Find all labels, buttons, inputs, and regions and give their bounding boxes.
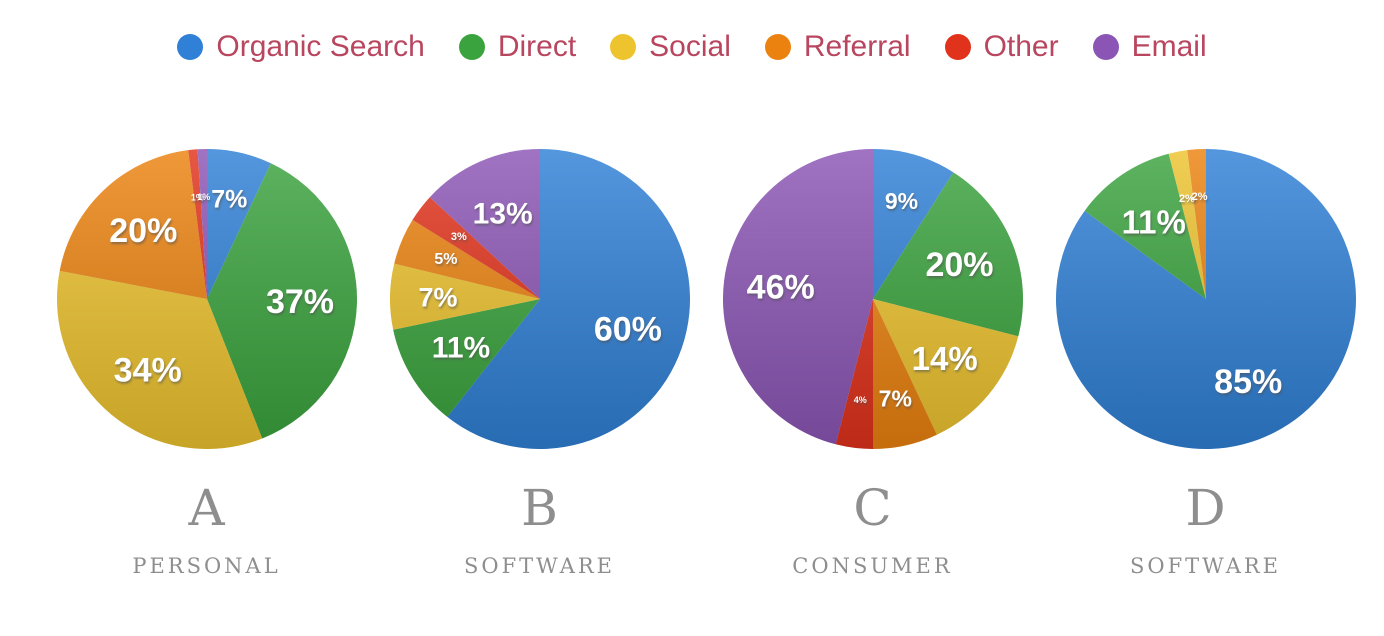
legend-label-social: Social: [649, 30, 731, 63]
chart-category-a: PERSONAL: [132, 553, 281, 578]
pie-column-d: 85% 11% 2% 2% D SOFTWARE: [1039, 148, 1372, 578]
pie-b-gloss-overlay: [389, 148, 690, 449]
legend-dot-direct-icon: [458, 34, 485, 61]
legend-dot-social-icon: [610, 34, 637, 61]
pie-chart-c: 9% 20% 14%7% 4% 46%: [722, 148, 1023, 449]
pie-c-label-social: 14%: [911, 339, 977, 376]
chart-title-b: B: [521, 478, 558, 537]
pie-d-label-social: 2%: [1178, 192, 1194, 204]
pie-b-label-social: 7%: [418, 282, 457, 312]
legend-item-referral: Referral: [764, 30, 911, 65]
pie-c-label-organic-search: 9%: [884, 188, 917, 214]
chart-category-c: CONSUMER: [792, 553, 953, 578]
pie-column-c: 9% 20% 14% 7% 4% 46% C CONSUMER: [706, 148, 1039, 578]
pie-b-label-referral: 5%: [434, 251, 457, 268]
chart-title-a: A: [188, 478, 225, 537]
traffic-sources-infographic: Organic Search Direct Social Referral Ot…: [0, 0, 1384, 578]
pie-a-gloss-overlay: [56, 148, 357, 449]
pie-c-label-referral: 7%: [878, 385, 911, 411]
legend-label-direct: Direct: [497, 30, 577, 63]
legend-dot-other-icon: [944, 34, 971, 61]
pie-d-gloss-overlay: [1055, 148, 1356, 449]
legend-dot-referral-icon: [764, 34, 791, 61]
chart-category-d: SOFTWARE: [1129, 553, 1282, 578]
legend-item-other: Other: [944, 30, 1059, 65]
legend-dot-email-icon: [1092, 34, 1119, 61]
pie-chart-b: 60% 11% 7% 5% 3% 13%: [389, 148, 690, 449]
pie-c-label-email: 46%: [746, 268, 814, 306]
chart-title-d: D: [1185, 478, 1226, 537]
pie-column-a: 7% 37% 34% 20% 1% 1% A PERSONAL: [40, 148, 373, 578]
pie-a-label-organic-search: 7%: [211, 185, 247, 213]
legend-dot-organic-search-icon: [177, 34, 204, 61]
pie-d-label-organic-search: 85%: [1214, 362, 1282, 400]
pie-c-label-direct: 20%: [925, 245, 993, 283]
pie-a-label-direct: 37%: [265, 282, 333, 320]
pie-c-label-other: 4%: [853, 395, 866, 405]
pie-chart-d: 85%11%2%2%: [1055, 148, 1356, 449]
legend-item-organic-search: Organic Search: [177, 30, 425, 65]
pie-a-label-email: 1%: [197, 192, 210, 202]
legend-label-referral: Referral: [803, 30, 911, 63]
pie-a-label-other: 1%: [190, 192, 203, 202]
legend-item-direct: Direct: [458, 30, 577, 65]
pie-a-label-referral: 20%: [109, 212, 177, 250]
pie-chart-a: 7% 37% 34% 20% 1%1%: [56, 148, 357, 449]
legend: Organic Search Direct Social Referral Ot…: [0, 0, 1384, 65]
pie-d-label-referral: 2%: [1191, 191, 1207, 203]
legend-item-email: Email: [1092, 30, 1207, 65]
pie-b-label-organic-search: 60%: [593, 310, 661, 348]
pie-c-gloss-overlay: [722, 148, 1023, 449]
charts-row: 7% 37% 34% 20% 1% 1% A PERSONAL 60% 11% 7% 5% 3% 1…: [0, 65, 1384, 578]
pie-b-label-direct: 11%: [431, 331, 489, 364]
pie-b-label-email: 13%: [472, 197, 532, 230]
legend-label-organic-search: Organic Search: [216, 30, 425, 63]
pie-a-label-social: 34%: [113, 351, 181, 389]
pie-b-label-other: 3%: [450, 231, 466, 243]
chart-category-b: SOFTWARE: [463, 553, 616, 578]
legend-item-social: Social: [610, 30, 731, 65]
pie-column-b: 60% 11% 7% 5% 3% 13% B SOFTWARE: [373, 148, 706, 578]
chart-title-c: C: [853, 478, 892, 537]
legend-label-email: Email: [1131, 30, 1207, 63]
pie-d-label-direct: 11%: [1121, 203, 1185, 240]
legend-label-other: Other: [983, 30, 1059, 63]
